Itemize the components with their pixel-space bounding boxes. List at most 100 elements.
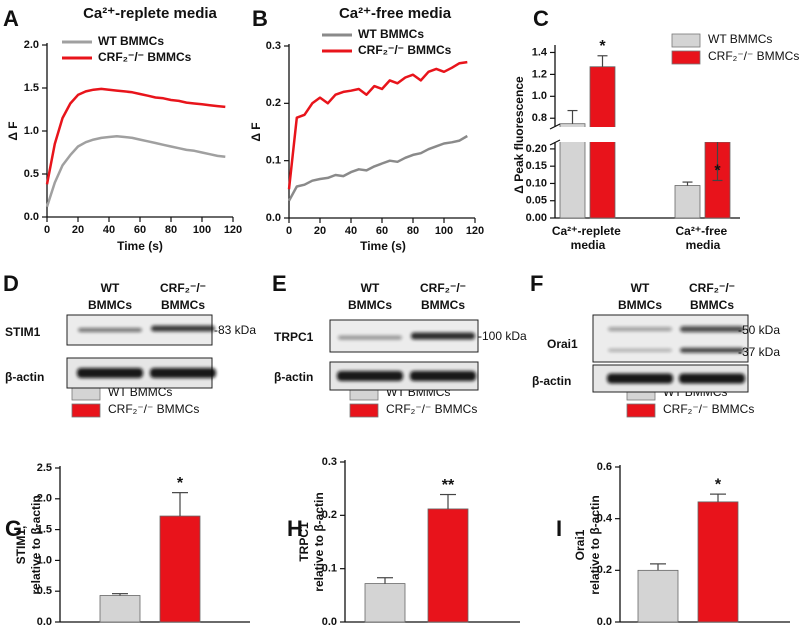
- y-tick-label: 0.8: [532, 112, 547, 124]
- legend-label: WT BMMCs: [98, 34, 164, 48]
- bar: [674, 185, 701, 219]
- y-tick-label: 0.6: [597, 461, 612, 473]
- x-tick-label: 40: [345, 225, 357, 237]
- data-line: [287, 60, 468, 190]
- blot-band: [78, 328, 142, 332]
- chart-title: Ca²⁺-replete media: [83, 5, 217, 22]
- significance: *: [714, 163, 721, 180]
- lane-label: WT: [631, 281, 650, 295]
- lane-label: BMMCs: [421, 298, 465, 312]
- panel-label: I: [556, 516, 562, 541]
- legend-swatch: [71, 403, 101, 418]
- blot-membrane: [592, 314, 749, 363]
- loading-label: β-actin: [532, 374, 571, 388]
- x-tick-label: 20: [314, 225, 326, 237]
- y-tick-label: 0.05: [526, 195, 547, 207]
- y-tick-label: 0.0: [266, 212, 281, 224]
- y-tick-label: 2.0: [37, 493, 52, 505]
- y-tick-label: 0.10: [526, 177, 547, 189]
- panel-label: F: [530, 271, 543, 296]
- x-axis-label: Time (s): [117, 239, 163, 253]
- x-tick-label: Ca²⁺-free media: [675, 224, 730, 252]
- chart-title: Ca²⁺-free media: [339, 5, 452, 22]
- legend-label: WT BMMCs: [358, 27, 424, 41]
- x-tick-label: 100: [193, 224, 211, 236]
- y-tick-label: 1.5: [24, 82, 39, 94]
- target-label: STIM1: [5, 325, 41, 339]
- data-line: [287, 134, 468, 202]
- bar: [364, 583, 406, 623]
- panel-label: A: [3, 6, 19, 31]
- y-tick-label: 1.0: [37, 554, 52, 566]
- y-axis-label: relative to β-actin: [29, 495, 43, 594]
- lane-label: BMMCs: [88, 298, 132, 312]
- blot-band: [608, 348, 672, 352]
- x-tick-label: 120: [224, 224, 242, 236]
- x-tick-label: 120: [466, 225, 484, 237]
- lane-label: CRF₂⁻/⁻: [420, 281, 466, 295]
- legend-label: CRF₂⁻/⁻ BMMCs: [98, 50, 192, 64]
- legend-label: WT BMMCs: [108, 385, 172, 399]
- loading-label: β-actin: [274, 370, 313, 384]
- blot-band: [679, 373, 745, 384]
- legend-swatch: [671, 50, 701, 65]
- y-tick-label: 0.15: [526, 160, 547, 172]
- bar: [589, 66, 616, 219]
- legend-swatch: [626, 403, 656, 418]
- y-tick-label: 2.0: [24, 39, 39, 51]
- significance: **: [442, 477, 455, 494]
- lane-label: WT: [361, 281, 380, 295]
- y-tick-label: 0.2: [322, 509, 337, 521]
- break-mark: [549, 123, 561, 130]
- loading-label: β-actin: [5, 370, 44, 384]
- lane-label: BMMCs: [690, 298, 734, 312]
- panel-label: C: [533, 6, 549, 31]
- x-tick-label: 80: [165, 224, 177, 236]
- y-tick-label: 0.1: [322, 563, 337, 575]
- y-tick-label: 0.0: [37, 616, 52, 627]
- legend-swatch: [349, 403, 379, 418]
- legend-swatch: [671, 33, 701, 48]
- legend-label: CRF₂⁻/⁻ BMMCs: [708, 49, 799, 63]
- bar: [637, 569, 679, 623]
- blot-band: [410, 371, 476, 381]
- y-tick-label: 0.20: [526, 143, 547, 155]
- blot-band: [680, 347, 744, 353]
- blot-band: [77, 368, 143, 378]
- blot-band: [608, 327, 672, 332]
- panel-label: H: [287, 516, 303, 541]
- break-mark: [549, 139, 561, 146]
- y-tick-label: 0.0: [322, 616, 337, 627]
- y-axis-label: TRPC1: [297, 522, 311, 562]
- y-axis-label: Δ Peak fluorescence: [512, 76, 526, 194]
- size-marker: -37 kDa: [738, 345, 780, 359]
- bar: [697, 501, 739, 623]
- x-tick-label: Ca²⁺-replete media: [552, 224, 624, 252]
- size-marker: -100 kDa: [478, 329, 527, 343]
- target-label: TRPC1: [274, 330, 314, 344]
- y-tick-label: 2.5: [37, 462, 52, 474]
- legend-label: CRF₂⁻/⁻ BMMCs: [108, 402, 199, 416]
- x-tick-label: 20: [72, 224, 84, 236]
- blot-band: [338, 335, 402, 340]
- y-axis-label: Δ F: [249, 122, 263, 141]
- blot-band: [607, 373, 673, 384]
- y-tick-label: 0.4: [597, 513, 613, 525]
- x-tick-label: 60: [134, 224, 146, 236]
- axis-break: [545, 127, 742, 142]
- blot-band: [680, 326, 744, 333]
- significance: *: [715, 476, 722, 493]
- x-tick-label: 60: [376, 225, 388, 237]
- y-tick-label: 0.3: [322, 456, 337, 468]
- data-line: [45, 134, 226, 208]
- lane-label: BMMCs: [348, 298, 392, 312]
- panel-label: G: [5, 516, 22, 541]
- panel-label: D: [3, 271, 19, 296]
- x-axis-label: Time (s): [360, 239, 406, 253]
- x-tick-label: 80: [407, 225, 419, 237]
- significance: *: [599, 38, 606, 55]
- y-tick-label: 0.00: [526, 212, 547, 224]
- significance: *: [177, 475, 184, 492]
